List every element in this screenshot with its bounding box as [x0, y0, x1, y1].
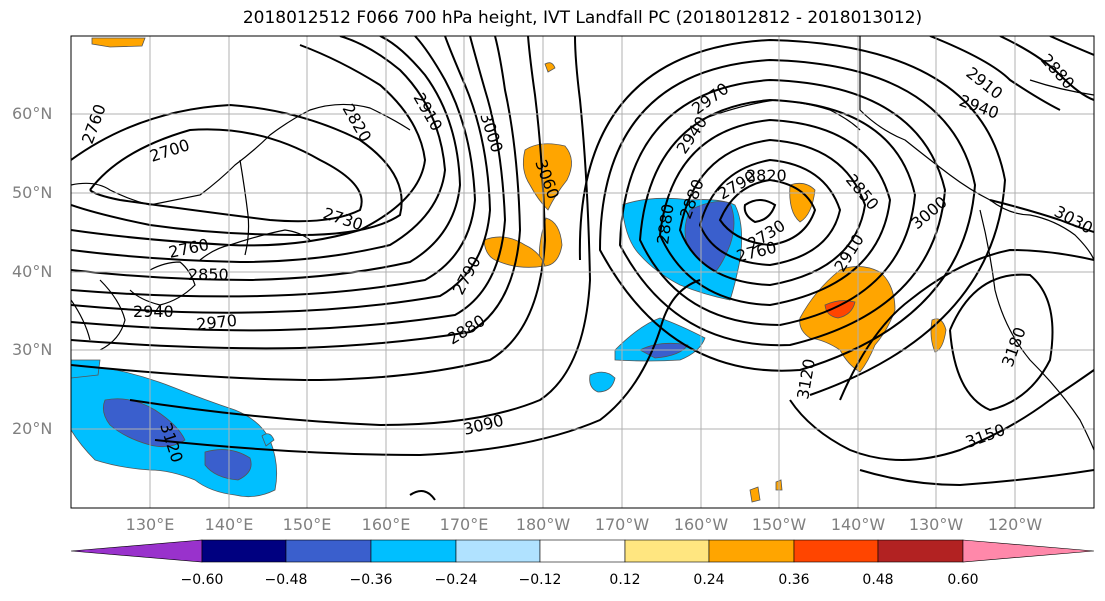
- contour-label: 2970: [195, 311, 237, 334]
- contour-label: 2940: [133, 302, 174, 321]
- positive-region: [91, 37, 146, 48]
- lon-label: 150°W: [751, 515, 807, 534]
- height-contours: [71, 36, 1094, 501]
- negative-region: [261, 433, 275, 447]
- colorbar-segment: [962, 539, 1095, 563]
- colorbar-segment: [201, 539, 287, 563]
- lat-label: 40°N: [12, 262, 53, 281]
- colorbar-tick-label: −0.24: [434, 572, 478, 588]
- colorbar-tick-label: −0.48: [264, 572, 308, 588]
- colorbar-segment: [539, 539, 626, 563]
- colorbar-segment: [793, 539, 879, 563]
- colorbar-tick-label: 0.36: [778, 572, 810, 588]
- colorbar-tick-label: −0.60: [180, 572, 224, 588]
- lat-label: 30°N: [12, 340, 53, 359]
- map-panel: 2760 2700 2820 2910 3000 3060 2730 2760 …: [71, 36, 1094, 508]
- positive-region: [799, 266, 896, 373]
- lon-label: 140°W: [830, 515, 886, 534]
- contour-label: 2850: [188, 265, 229, 284]
- colorbar-segment: [455, 539, 541, 563]
- negative-region: [589, 371, 616, 393]
- colorbar-tick-label: 0.60: [947, 572, 979, 588]
- negative-region: [204, 449, 252, 481]
- colorbar-tick-label: 0.12: [609, 572, 641, 588]
- lon-label: 160°E: [361, 515, 411, 534]
- map-title: 2018012512 F066 700 hPa height, IVT Land…: [242, 8, 923, 28]
- colorbar-tick-label: −0.36: [349, 572, 393, 588]
- lon-label: 130°W: [908, 515, 964, 534]
- lon-label: 170°W: [594, 515, 650, 534]
- lon-label: 170°E: [439, 515, 489, 534]
- colorbar-segment: [370, 539, 457, 563]
- positive-region: [544, 62, 556, 73]
- positive-region: [824, 300, 856, 319]
- contour-label: 2820: [746, 166, 787, 185]
- colorbar-segment: [285, 539, 372, 563]
- positive-region: [483, 236, 546, 268]
- lat-label: 20°N: [12, 419, 53, 438]
- lon-label: 160°W: [673, 515, 729, 534]
- positive-region: [749, 486, 761, 503]
- lon-label: 180°W: [515, 515, 571, 534]
- colorbar-segment: [877, 539, 964, 563]
- lon-label: 130°E: [125, 515, 175, 534]
- negative-region: [71, 359, 101, 379]
- lon-label: 140°E: [204, 515, 254, 534]
- colorbar-segment: [624, 539, 710, 563]
- lat-label: 60°N: [12, 104, 53, 123]
- map-frame: [70, 35, 1095, 509]
- colorbar-tick-label: −0.12: [518, 572, 562, 588]
- colorbar-segment: [708, 539, 795, 563]
- graticule: [71, 36, 1094, 508]
- colorbar-segment: [70, 539, 203, 563]
- negative-region: [102, 398, 186, 448]
- colorbar: [70, 539, 1095, 563]
- lat-label: 50°N: [12, 183, 53, 202]
- lon-label: 150°E: [282, 515, 332, 534]
- lon-label: 120°W: [987, 515, 1043, 534]
- colorbar-tick-label: 0.24: [693, 572, 725, 588]
- colorbar-tick-label: 0.48: [862, 572, 894, 588]
